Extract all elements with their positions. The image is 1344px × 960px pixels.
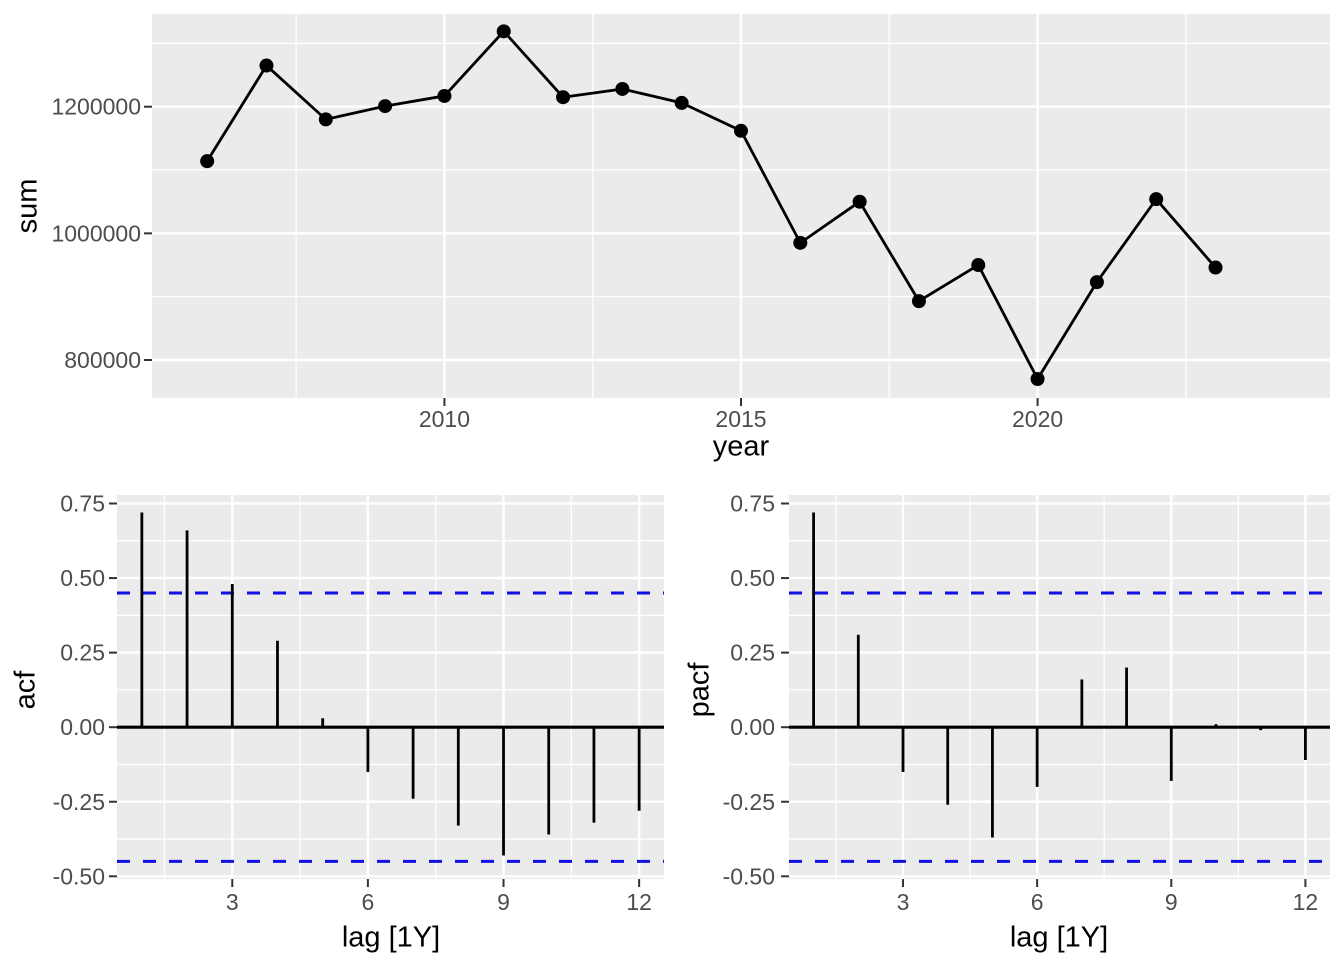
- y-tick-label: 1000000: [51, 220, 141, 246]
- timeseries-y-axis-title: sum: [11, 178, 44, 234]
- data-point: [793, 235, 808, 250]
- data-point: [615, 81, 630, 96]
- y-tick-label: -0.25: [723, 789, 775, 815]
- x-tick-label: 6: [1031, 889, 1044, 915]
- panel-background: [789, 495, 1330, 879]
- pacf-y-axis-title: pacf: [683, 662, 716, 718]
- data-point: [1089, 275, 1104, 290]
- x-tick-label: 3: [897, 889, 910, 915]
- y-tick-label: -0.50: [723, 863, 775, 889]
- x-tick-label: 2020: [1012, 406, 1063, 432]
- y-tick-label: 0.50: [60, 565, 105, 591]
- x-tick-label: 2010: [419, 406, 470, 432]
- x-tick-label: 6: [361, 889, 374, 915]
- panel-background: [117, 495, 664, 879]
- y-tick-label: 1200000: [51, 94, 141, 120]
- y-tick-label: -0.50: [53, 863, 105, 889]
- timeseries-x-axis-title: year: [712, 430, 770, 463]
- pacf-x-axis-title: lag [1Y]: [1009, 921, 1109, 954]
- time-series-chart: 2010 2015 2020 800000 1000000 1200000: [51, 14, 1330, 432]
- data-point: [734, 123, 748, 138]
- data-point: [496, 24, 511, 39]
- data-point: [556, 90, 571, 105]
- y-tick-label: 0.25: [60, 640, 105, 666]
- y-tick-label: 0.25: [730, 640, 775, 666]
- y-tick-label: 0.75: [730, 491, 775, 517]
- data-point: [852, 194, 867, 209]
- data-point: [971, 258, 986, 273]
- data-point: [318, 112, 333, 127]
- data-point: [1030, 372, 1045, 387]
- x-tick-label: 9: [1165, 889, 1178, 915]
- data-point: [911, 294, 926, 309]
- acf-x-axis-title: lag [1Y]: [341, 921, 441, 954]
- acf-y-axis-title: acf: [9, 670, 42, 710]
- y-tick-label: 800000: [64, 347, 141, 373]
- x-tick-label: 2015: [715, 406, 766, 432]
- y-tick-label: 0.00: [60, 714, 105, 740]
- x-tick-label: 9: [497, 889, 510, 915]
- x-tick-label: 3: [226, 889, 239, 915]
- data-point: [1208, 260, 1223, 275]
- y-tick-label: -0.25: [53, 789, 105, 815]
- data-point: [674, 95, 689, 110]
- data-point: [200, 154, 215, 169]
- data-point: [378, 99, 393, 114]
- x-tick-label: 12: [1293, 889, 1319, 915]
- data-point: [437, 88, 452, 103]
- pacf-chart: 3 6 9 12 0.75 0.50 0.25 0.00 -0.25 -0.50: [723, 491, 1330, 915]
- y-tick-label: 0.00: [730, 714, 775, 740]
- data-point: [1149, 192, 1164, 207]
- x-tick-label: 12: [626, 889, 652, 915]
- data-point: [259, 58, 274, 73]
- acf-chart: 3 6 9 12 0.75 0.50 0.25 0.00 -0.25 -0.50: [53, 491, 664, 915]
- series-line: [205, 29, 1217, 381]
- y-tick-label: 0.75: [60, 491, 105, 517]
- y-tick-label: 0.50: [730, 565, 775, 591]
